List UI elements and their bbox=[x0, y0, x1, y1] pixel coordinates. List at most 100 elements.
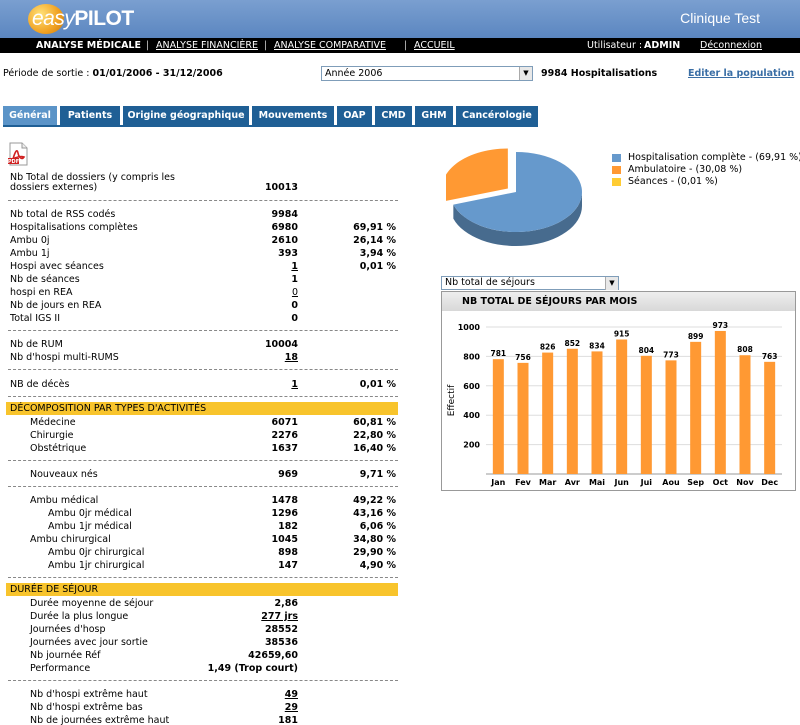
total-dossiers-value: 10013 bbox=[264, 182, 298, 193]
x-tick-label: Aou bbox=[662, 478, 680, 487]
x-tick-label: Avr bbox=[565, 478, 580, 487]
bar bbox=[665, 360, 677, 474]
bar-chart: Effectif 200 400 600 800 1000 781 Jan 756 Fev 826 M… bbox=[447, 321, 782, 487]
table-row: Nb de séances 1 bbox=[10, 274, 298, 285]
bar-value-label: 915 bbox=[614, 329, 630, 338]
bar bbox=[640, 355, 652, 474]
pdf-export-icon[interactable]: PDF bbox=[6, 142, 30, 166]
table-row: Durée la plus longue 277 jrs bbox=[30, 611, 298, 622]
easypilot-logo[interactable]: easyPILOT bbox=[28, 4, 156, 34]
bar-value-label: 756 bbox=[515, 353, 531, 362]
deces-link[interactable]: 1 bbox=[291, 379, 298, 390]
x-tick-label: Nov bbox=[736, 478, 754, 487]
x-tick-label: Mai bbox=[589, 478, 605, 487]
y-tick-label: 200 bbox=[463, 441, 480, 450]
x-tick-label: Mar bbox=[539, 478, 556, 487]
y-tick-label: 800 bbox=[463, 352, 480, 361]
section-header-activites: DÉCOMPOSITION PAR TYPES D'ACTIVITÉS bbox=[6, 402, 398, 415]
bar-value-label: 834 bbox=[589, 341, 605, 350]
table-row: Nb d'hospi multi-RUMS 18 bbox=[10, 352, 298, 363]
bar bbox=[764, 361, 776, 474]
tab-origine-geographique[interactable]: Origine géographique bbox=[123, 106, 249, 125]
table-row: Durée moyenne de séjour 2,86 bbox=[30, 598, 298, 609]
pie-slice bbox=[446, 148, 508, 201]
x-tick-label: Sep bbox=[687, 478, 704, 487]
tab-cancerologie[interactable]: Cancérologie bbox=[456, 106, 538, 125]
multi-rums-link[interactable]: 18 bbox=[284, 352, 298, 363]
pie-slice bbox=[453, 152, 582, 246]
tab-cmd[interactable]: CMD bbox=[375, 106, 412, 125]
chevron-down-icon[interactable]: ▼ bbox=[605, 277, 618, 290]
table-row: Nb d'hospi extrême bas 29 bbox=[30, 702, 298, 713]
table-row: Ambu 0jr médical 1296 43,16 % bbox=[48, 508, 396, 519]
nav-analyse-financiere[interactable]: ANALYSE FINANCIÈRE bbox=[156, 40, 259, 51]
table-row: Journées avec jour sortie 38536 bbox=[30, 637, 298, 648]
pie-chart bbox=[446, 148, 582, 246]
table-row: Performance 1,49 (Trop court) bbox=[30, 663, 298, 674]
table-row: Ambu chirurgical 1045 34,80 % bbox=[30, 534, 396, 545]
legend-swatch-seances bbox=[612, 178, 621, 186]
table-row: Nb d'hospi extrême haut 49 bbox=[30, 689, 298, 700]
y-tick-label: 600 bbox=[463, 382, 480, 391]
y-tick-label: 1000 bbox=[458, 323, 481, 332]
table-row: Hospi avec séances 1 0,01 % bbox=[10, 261, 396, 272]
table-row: Nb total de RSS codés 9984 bbox=[10, 209, 298, 220]
hospi-seances-link[interactable]: 1 bbox=[291, 261, 298, 272]
tab-mouvements[interactable]: Mouvements bbox=[252, 106, 334, 125]
table-row: NB de décès 1 0,01 % bbox=[10, 379, 396, 390]
table-row: Ambu 1jr chirurgical 147 4,90 % bbox=[48, 560, 396, 571]
table-row: Médecine 6071 60,81 % bbox=[30, 417, 396, 428]
table-row: Nb journée Réf 42659,60 bbox=[30, 650, 298, 661]
tab-general[interactable]: Général bbox=[3, 106, 57, 125]
bar-value-label: 763 bbox=[762, 352, 778, 361]
bar bbox=[591, 351, 603, 474]
table-row: hospi en REA 0 bbox=[10, 287, 298, 298]
bar-value-label: 804 bbox=[639, 346, 655, 355]
chevron-down-icon[interactable]: ▼ bbox=[519, 67, 532, 80]
bar bbox=[739, 355, 751, 474]
user-name: ADMIN bbox=[644, 40, 681, 51]
y-tick-label: 400 bbox=[463, 411, 480, 420]
tab-patients[interactable]: Patients bbox=[60, 106, 120, 125]
nav-accueil[interactable]: ACCUEIL bbox=[414, 40, 455, 51]
edit-population-link[interactable]: Editer la population bbox=[688, 68, 795, 79]
table-row: Obstétrique 1637 16,40 % bbox=[30, 443, 396, 454]
bar-chart-panel: NB TOTAL DE SÉJOURS PAR MOIS Effectif 200… bbox=[441, 291, 796, 491]
table-row: Journées d'hosp 28552 bbox=[30, 624, 298, 635]
bar-value-label: 781 bbox=[491, 349, 507, 358]
bar-value-label: 808 bbox=[737, 345, 753, 354]
hospitalisations-count: 9984 Hospitalisations bbox=[541, 68, 658, 79]
nav-analyse-comparative[interactable]: ANALYSE COMPARATIVE bbox=[274, 40, 387, 51]
bar-value-label: 826 bbox=[540, 343, 556, 352]
year-select[interactable]: Année 2006 ▼ bbox=[321, 66, 533, 81]
table-row: Hospitalisations complètes 6980 69,91 % bbox=[10, 222, 396, 233]
extreme-haut-link[interactable]: 49 bbox=[284, 689, 298, 700]
table-row: dossiers externes) 10013 bbox=[10, 182, 298, 193]
logo-ball-icon bbox=[28, 4, 64, 34]
section-header-duree: DURÉE DE SÉJOUR bbox=[6, 583, 398, 596]
nav-analyse-medicale[interactable]: ANALYSE MÉDICALE bbox=[36, 40, 141, 51]
x-tick-label: Oct bbox=[713, 478, 729, 487]
tab-ghm[interactable]: GHM bbox=[415, 106, 453, 125]
tab-oap[interactable]: OAP bbox=[337, 106, 372, 125]
extreme-bas-link[interactable]: 29 bbox=[284, 702, 298, 713]
table-row: Nb de jours en REA 0 bbox=[10, 300, 298, 311]
table-row: Nb Total de dossiers (y compris les bbox=[10, 172, 175, 183]
bar-value-label: 773 bbox=[663, 350, 679, 359]
pie-legend: Hospitalisation complète - (69,91 %) Amb… bbox=[612, 152, 800, 188]
duree-longue-link[interactable]: 277 jrs bbox=[261, 611, 298, 622]
top-nav: ANALYSE MÉDICALE | ANALYSE FINANCIÈRE | … bbox=[0, 38, 800, 53]
y-axis-label: Effectif bbox=[447, 384, 457, 416]
legend-item: Séances - (0,01 %) bbox=[612, 176, 800, 188]
table-row: Ambu 1j 393 3,94 % bbox=[10, 248, 396, 259]
period-info: Période de sortie : 01/01/2006 - 31/12/2… bbox=[3, 68, 223, 79]
table-row: Ambu 1jr médical 182 6,06 % bbox=[48, 521, 396, 532]
bar-value-label: 852 bbox=[565, 339, 581, 348]
bar-value-label: 899 bbox=[688, 332, 704, 341]
chart-metric-select[interactable]: Nb total de séjours ▼ bbox=[441, 276, 619, 290]
hospi-rea-link[interactable]: 0 bbox=[291, 287, 298, 298]
x-tick-label: Dec bbox=[761, 478, 778, 487]
table-row: Chirurgie 2276 22,80 % bbox=[30, 430, 396, 441]
table-row: Ambu médical 1478 49,22 % bbox=[30, 495, 396, 506]
logout-link[interactable]: Déconnexion bbox=[700, 40, 763, 51]
